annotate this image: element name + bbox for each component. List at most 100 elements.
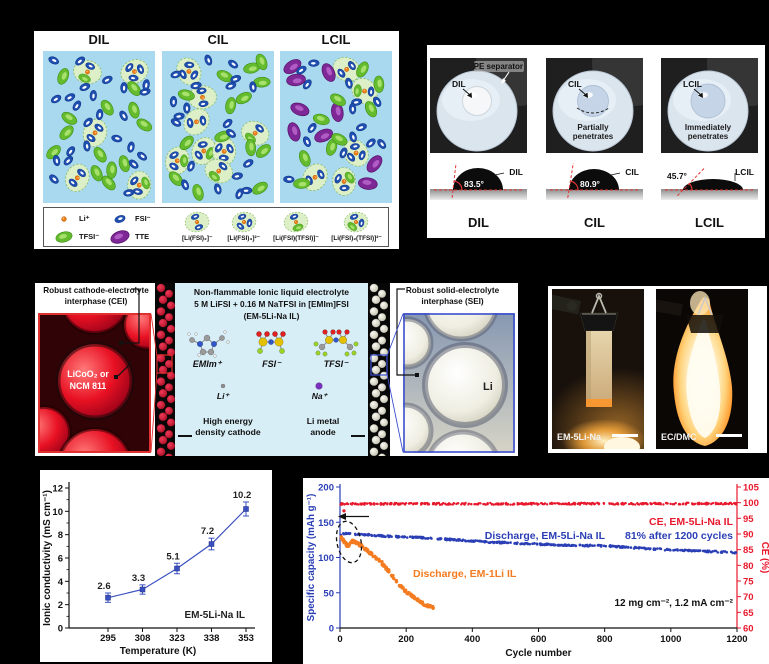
left-y-tick-label: 150 [318, 518, 334, 529]
fsi-anion-glyph [308, 59, 320, 67]
fsi-molecule-icon [256, 331, 287, 354]
cathode-particle [38, 405, 72, 453]
fsi-anion-glyph [307, 123, 317, 133]
cil-title: CIL [207, 32, 229, 47]
panel-flammability-test: EM-5Li-Na EC/DMC [548, 286, 767, 453]
fsi-anion-glyph [367, 86, 375, 97]
fsi-anion-glyph [302, 136, 311, 147]
point-value-label: 3.3 [132, 573, 145, 584]
li-fsi3-cluster-icon [231, 211, 256, 233]
fsi-anion-glyph [334, 173, 342, 184]
electrode-particle [158, 318, 168, 328]
cil-schematic-box [162, 51, 274, 203]
contact-angle-value: 45.7° [667, 171, 688, 181]
fsi-anion-glyph [66, 146, 76, 157]
tfsi-anion-glyph [312, 113, 330, 126]
fsi-anion-glyph [198, 100, 209, 108]
li-solvation-cluster-glyph [73, 59, 102, 85]
li-particle [403, 316, 434, 370]
right-y-tick-label: 95 [743, 514, 754, 525]
li-solvation-cluster-glyph [204, 158, 233, 184]
li-ion-glyph [312, 174, 318, 180]
li-solvation-cluster-glyph [351, 77, 378, 105]
fsi-anion-glyph [199, 115, 207, 126]
cathode-material-line1: LiCoO₂ or [67, 369, 109, 379]
tfsi-anion-glyph [177, 89, 195, 101]
left-y-tick-label: 200 [318, 483, 334, 494]
tfsi-anion-glyph [180, 154, 189, 168]
clip-handle [697, 295, 713, 316]
cathode-caption-line2: density cathode [195, 426, 261, 437]
electrode-particle [156, 376, 166, 387]
clip-handle [591, 293, 607, 314]
fsi-anion-glyph [240, 186, 253, 195]
li-fsi-tfsi-cluster-icon [283, 211, 309, 233]
anode-strip [368, 283, 390, 456]
fsi-anion-glyph [246, 218, 252, 228]
fsi-anion-glyph [289, 213, 299, 220]
electrolyte-droplet [462, 86, 492, 116]
y-tick-label: 4 [58, 577, 64, 588]
activation-region-ellipse [335, 520, 363, 564]
x-axis-label: Temperature (K) [120, 646, 197, 657]
na-ion-icon [315, 382, 324, 390]
li-fsi3-cluster-label: [Li(FSI)₃]²⁻ [227, 235, 260, 242]
fsi-anion-glyph [127, 141, 135, 153]
angle-arc [453, 180, 463, 191]
tfsi-anion-glyph [141, 176, 150, 190]
fsi-anion-glyph [186, 117, 194, 128]
anode-caption-line2: anode [310, 426, 336, 437]
li-particle [427, 429, 499, 453]
tfsi-anion-glyph [293, 178, 311, 189]
electrode-particle [379, 347, 389, 357]
li-ion-glyph [85, 69, 90, 75]
li-fsi2-cluster-icon [184, 211, 210, 233]
penetration-outline [576, 107, 610, 114]
x-tick-label: 323 [169, 633, 185, 644]
electrode-particle [377, 336, 387, 345]
point-value-label: 7.2 [201, 526, 214, 537]
caption-dil: DIL [468, 215, 489, 230]
fsi-anion-glyph [169, 96, 178, 108]
x-tick-label: 1200 [726, 634, 747, 645]
right-y-tick-label: 105 [743, 483, 760, 494]
electrode-particle [371, 318, 381, 328]
sei-label-line2: interphase (SEI) [421, 297, 484, 306]
li-ion-glyph [353, 150, 359, 156]
right-y-tick-label: 60 [743, 624, 754, 635]
sei-label: Robust solid-electrolyte interphase (SEI… [387, 285, 518, 307]
tte-molecule-label: TTE [135, 231, 150, 241]
electrode-particle [371, 365, 381, 375]
li-solvation-cluster-glyph [231, 211, 256, 233]
fsi-anion-glyph [231, 172, 243, 180]
cei-label: Robust cathode-electrolyte interphase (C… [35, 285, 157, 307]
li-ion-glyph [136, 182, 142, 188]
fsi-anion-glyph [236, 222, 244, 230]
fsi-anion-glyph [222, 118, 233, 129]
fsi-anion-glyph [366, 138, 376, 148]
contact-angle-photo-dil: 83.5° DIL [430, 163, 527, 212]
outlier-point [342, 509, 346, 513]
li-particle-main [422, 342, 508, 428]
tfsi-anion-glyph [255, 144, 271, 158]
fsi-anion-glyph [102, 75, 113, 84]
left-y-tick-label: 0 [329, 624, 334, 635]
fsi-anion-glyph [111, 134, 123, 143]
tfsi-anion-glyph [225, 97, 237, 115]
separator-arrow-icon [501, 78, 506, 84]
x-tick-label: 800 [597, 634, 613, 645]
electrode-particle [166, 441, 175, 451]
fsi-anion-glyph [235, 188, 244, 200]
fsi-anion-glyph [128, 159, 139, 169]
electrode-particle [158, 388, 168, 398]
electrode-particle [369, 306, 379, 316]
contact-angle-photo-lcil: 45.7° LCIL [661, 163, 758, 212]
lcil-schematic-box [280, 51, 392, 203]
panel-conductivity-chart: 0 2 4 6 8 10 12 295 308 323 338 353 Temperature (K) I… [40, 470, 272, 662]
fsi-anion-glyph [125, 63, 134, 73]
li-ion-glyph [200, 94, 205, 100]
tfsi-anion-glyph [348, 222, 358, 231]
y-tick-label: 6 [58, 554, 63, 565]
